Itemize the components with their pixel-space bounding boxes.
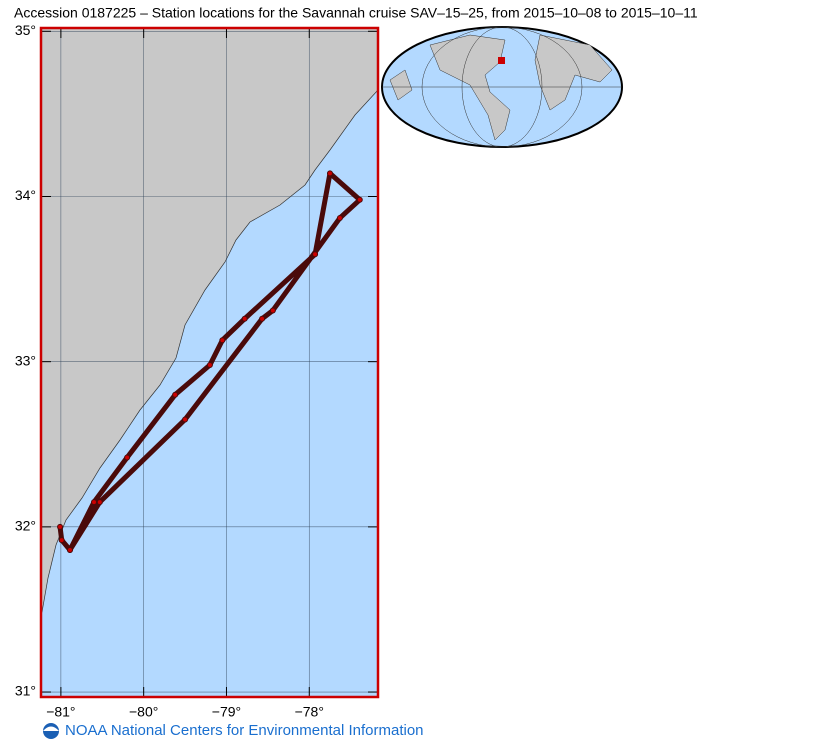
old-world <box>534 34 613 111</box>
y-tick-label: 33° <box>15 352 36 368</box>
globe-inset <box>381 26 623 148</box>
station <box>219 337 226 344</box>
location-marker <box>498 57 505 64</box>
station <box>182 416 189 423</box>
map-frame-bg <box>40 27 379 697</box>
station <box>58 537 65 544</box>
land <box>40 27 379 613</box>
station <box>57 523 64 530</box>
pacific-land <box>389 69 413 101</box>
station <box>172 391 179 398</box>
noaa-logo-bird <box>43 726 59 731</box>
station <box>259 315 266 322</box>
footer-text: NOAA National Centers for Environmental … <box>65 722 424 739</box>
y-tick-label: 35° <box>15 22 36 38</box>
station <box>90 499 97 506</box>
title: Accession 0187225 – Station locations fo… <box>14 5 698 21</box>
station <box>96 499 103 506</box>
station <box>269 307 276 314</box>
x-tick-label: −80° <box>129 704 158 720</box>
station <box>66 546 73 553</box>
cruise-track <box>57 170 363 553</box>
x-tick-label: −79° <box>212 704 241 720</box>
station <box>326 170 333 177</box>
station <box>124 454 131 461</box>
meridian <box>421 26 583 148</box>
americas <box>429 34 511 141</box>
x-tick-label: −81° <box>46 704 75 720</box>
y-tick-label: 31° <box>15 683 36 699</box>
y-tick-label: 34° <box>15 187 36 203</box>
station <box>336 214 343 221</box>
footer: NOAA National Centers for Environmental … <box>43 722 424 739</box>
map-frame <box>39 26 380 699</box>
station <box>356 196 363 203</box>
y-tick-label: 32° <box>15 518 36 534</box>
x-tick-label: −78° <box>295 704 324 720</box>
station <box>312 251 319 258</box>
station <box>206 361 213 368</box>
station <box>241 315 248 322</box>
